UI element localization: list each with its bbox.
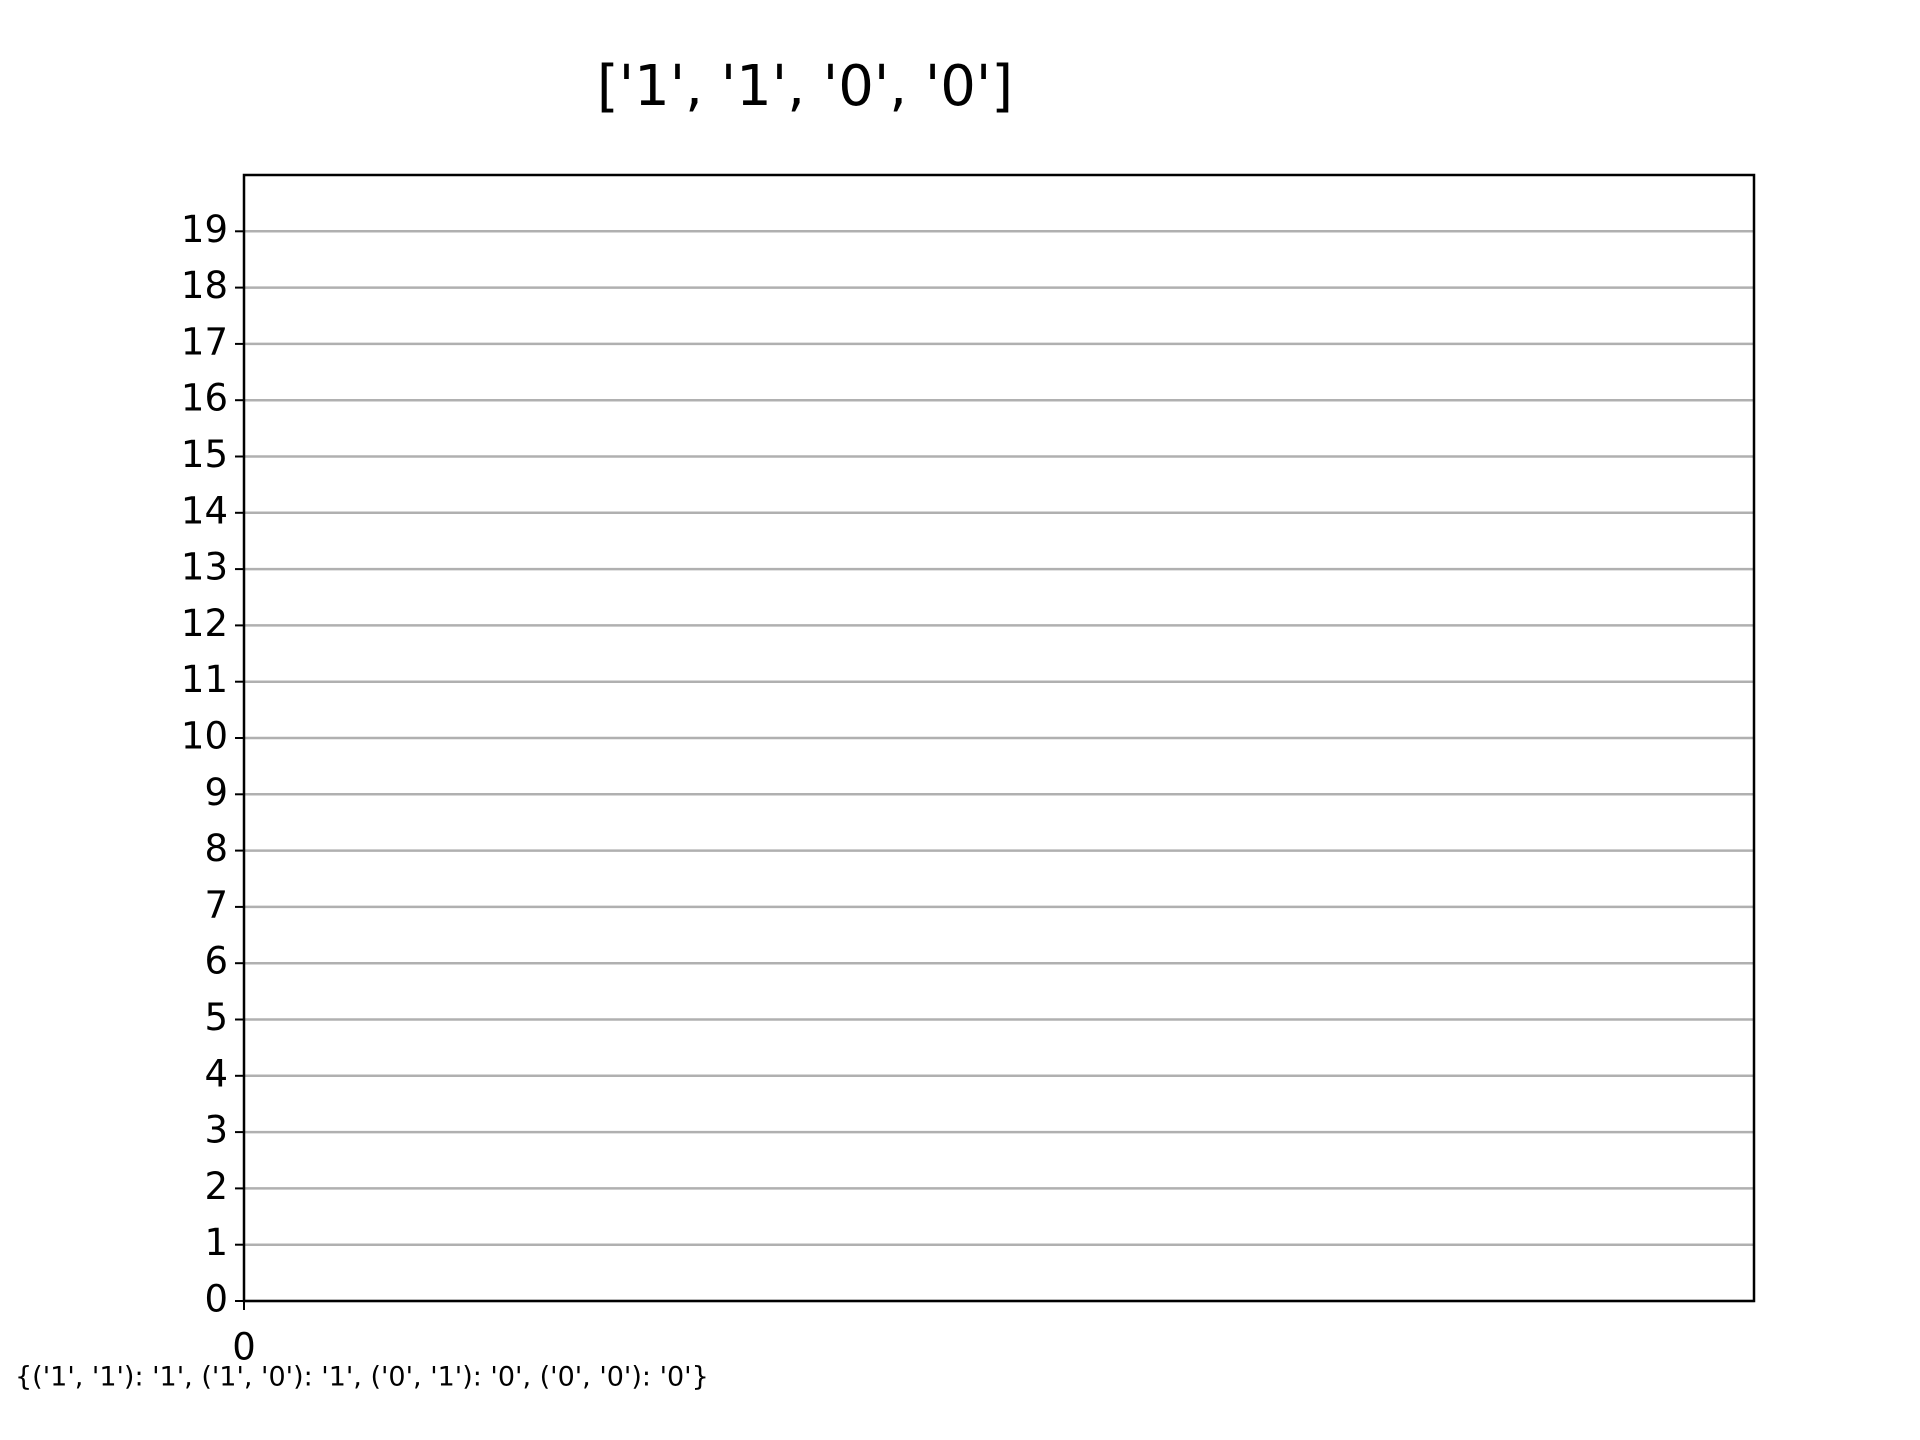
y-tick-label: 6 (204, 940, 228, 983)
y-tick-label: 18 (181, 264, 228, 307)
y-tick-label: 12 (181, 602, 228, 645)
y-tick-label: 1 (204, 1221, 228, 1264)
y-tick-label: 4 (204, 1052, 228, 1095)
y-tick-label: 15 (181, 433, 228, 476)
y-tick-label: 2 (204, 1165, 228, 1208)
y-tick-label: 19 (181, 208, 228, 251)
chart-title: ['1', '1', '0', '0'] (597, 54, 1013, 119)
y-tick-label: 5 (204, 996, 228, 1039)
annotation: {('1', '1'): '1', ('1', '0'): '1', ('0',… (15, 1362, 709, 1393)
y-tick-label: 3 (204, 1109, 228, 1152)
x-tick-label: 0 (232, 1326, 256, 1369)
y-tick-label: 16 (181, 377, 228, 420)
y-tick-label: 13 (181, 546, 228, 589)
plot-frame (242, 173, 1756, 1303)
y-tick-label: 9 (204, 771, 228, 814)
y-tick-label: 10 (181, 715, 228, 758)
y-tick-label: 7 (204, 883, 228, 926)
y-tick-label: 0 (204, 1278, 228, 1321)
y-tick-label: 8 (204, 827, 228, 870)
y-tick-label: 14 (181, 489, 228, 532)
y-tick-label: 17 (181, 320, 228, 363)
y-tick-label: 11 (181, 658, 228, 701)
